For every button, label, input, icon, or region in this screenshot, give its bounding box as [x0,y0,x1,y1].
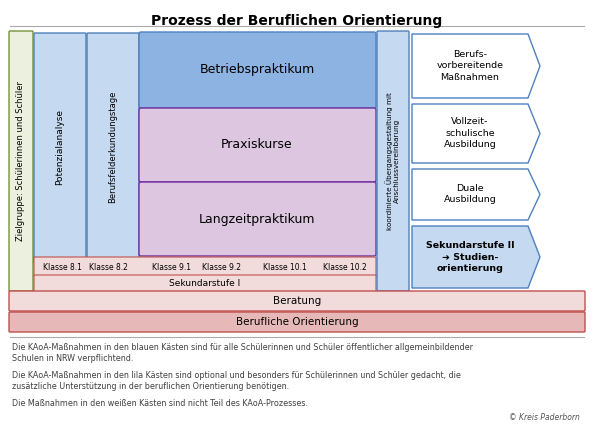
Text: Die Maßnahmen in den weißen Kästen sind nicht Teil des KAoA-Prozesses.: Die Maßnahmen in den weißen Kästen sind … [12,399,308,408]
Text: Zielgruppe: Schülerinnen und Schüler: Zielgruppe: Schülerinnen und Schüler [17,81,26,241]
Text: Klasse 8.1: Klasse 8.1 [43,263,81,271]
Text: Prozess der Beruflichen Orientierung: Prozess der Beruflichen Orientierung [151,14,443,28]
Text: Klasse 8.2: Klasse 8.2 [89,263,128,271]
Text: Sekundarstufe I: Sekundarstufe I [169,279,241,288]
Polygon shape [412,34,540,98]
Text: Praxiskurse: Praxiskurse [221,138,293,151]
Text: Berufliche Orientierung: Berufliche Orientierung [236,317,358,327]
Text: Duale
Ausbildung: Duale Ausbildung [444,184,497,204]
Text: Klasse 10.2: Klasse 10.2 [323,263,367,271]
Text: Vollzeit-
schulische
Ausbildung: Vollzeit- schulische Ausbildung [444,117,497,149]
Text: Die KAoA-Maßnahmen in den lila Kästen sind optional und besonders für Schülerinn: Die KAoA-Maßnahmen in den lila Kästen si… [12,371,461,392]
Text: Beratung: Beratung [273,296,321,306]
Text: © Kreis Paderborn: © Kreis Paderborn [509,413,580,422]
Polygon shape [412,104,540,163]
FancyBboxPatch shape [9,291,585,311]
Text: Betriebspraktikum: Betriebspraktikum [200,64,315,77]
Text: Berufsfelderkundungstage: Berufsfelderkundungstage [109,91,118,203]
FancyBboxPatch shape [9,312,585,332]
FancyBboxPatch shape [34,275,376,293]
FancyBboxPatch shape [34,257,376,277]
Text: Sekundarstufe II
➜ Studien-
orientierung: Sekundarstufe II ➜ Studien- orientierung [426,241,514,273]
Text: Die KAoA-Maßnahmen in den blauen Kästen sind für alle Schülerinnen und Schüler ö: Die KAoA-Maßnahmen in den blauen Kästen … [12,343,473,364]
Polygon shape [412,226,540,288]
Polygon shape [412,169,540,220]
Text: Klasse 9.1: Klasse 9.1 [153,263,191,271]
FancyBboxPatch shape [139,182,376,256]
FancyBboxPatch shape [377,31,409,291]
FancyBboxPatch shape [34,33,86,263]
Text: Potenzialanalyse: Potenzialanalyse [55,109,65,185]
Text: Berufs-
vorbereitende
Maßnahmen: Berufs- vorbereitende Maßnahmen [437,50,504,81]
FancyBboxPatch shape [139,108,376,182]
Text: Langzeitpraktikum: Langzeitpraktikum [199,213,315,226]
FancyBboxPatch shape [87,33,139,263]
Text: Klasse 9.2: Klasse 9.2 [203,263,242,271]
FancyBboxPatch shape [9,31,33,291]
FancyBboxPatch shape [139,32,376,108]
Text: koordinierte Übergangsgestaltung mit
Anschlussvereinbarung: koordinierte Übergangsgestaltung mit Ans… [386,92,400,230]
Text: Klasse 10.1: Klasse 10.1 [263,263,307,271]
